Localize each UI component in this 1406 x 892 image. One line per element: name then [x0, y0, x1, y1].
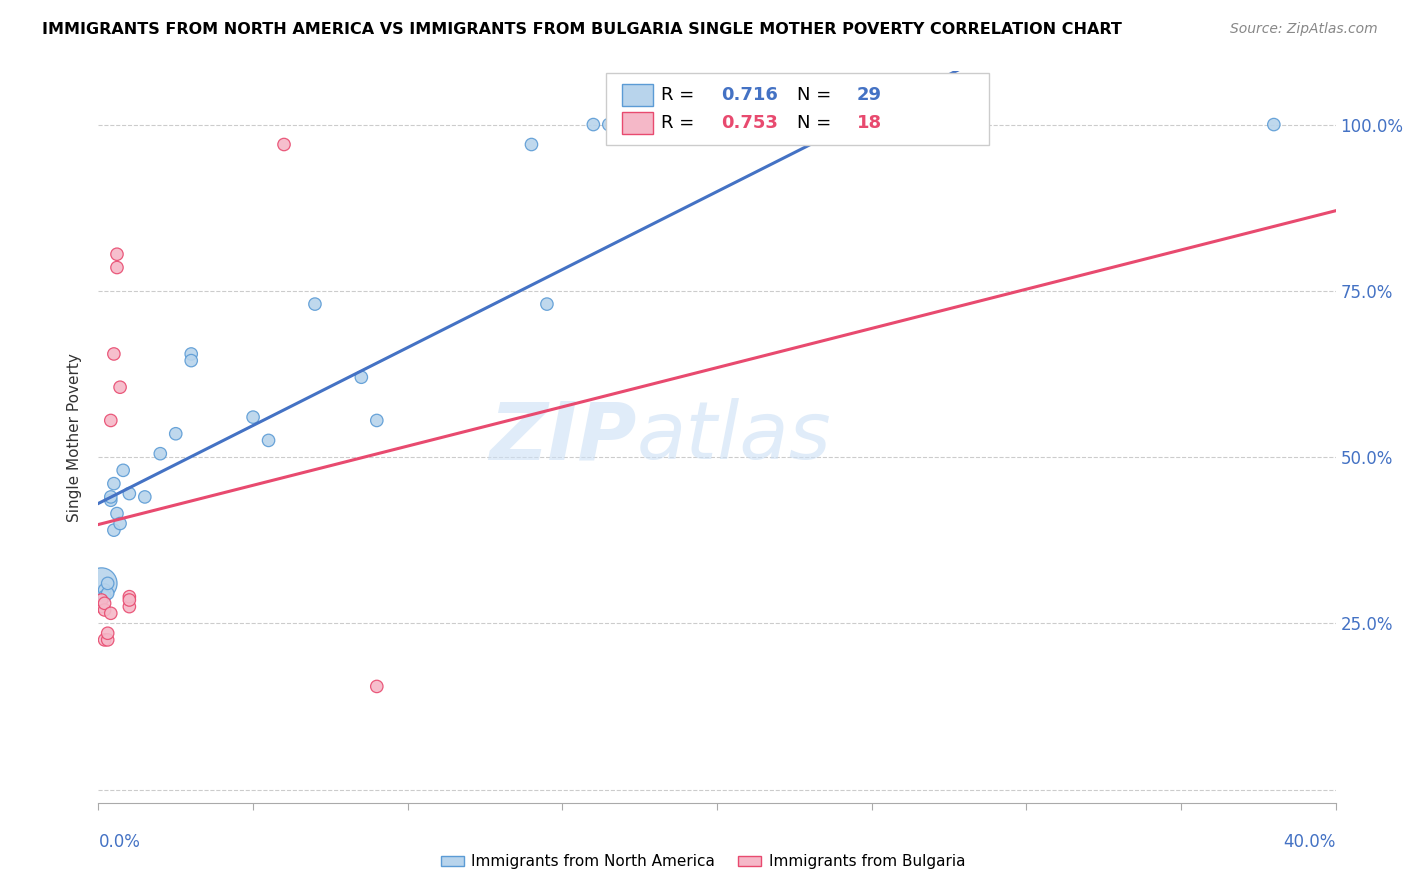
Point	[112, 463, 135, 477]
Text: 0.716: 0.716	[721, 86, 778, 103]
Point	[613, 118, 636, 132]
Point	[180, 347, 202, 361]
Point	[273, 137, 295, 152]
FancyBboxPatch shape	[621, 112, 652, 134]
Legend: Immigrants from North America, Immigrants from Bulgaria: Immigrants from North America, Immigrant…	[434, 848, 972, 875]
Point	[105, 247, 128, 261]
Point	[257, 434, 280, 448]
Y-axis label: Single Mother Poverty: Single Mother Poverty	[67, 352, 83, 522]
Point	[97, 586, 120, 600]
Point	[100, 493, 122, 508]
Point	[105, 260, 128, 275]
Point	[149, 447, 172, 461]
Text: 40.0%: 40.0%	[1284, 833, 1336, 851]
Point	[366, 680, 388, 694]
Point	[97, 576, 120, 591]
Text: N =: N =	[797, 113, 838, 131]
Point	[242, 410, 264, 425]
Point	[100, 607, 122, 621]
Text: 0.0%: 0.0%	[98, 833, 141, 851]
Text: N =: N =	[797, 86, 838, 103]
Point	[118, 593, 141, 607]
Text: atlas: atlas	[637, 398, 831, 476]
Point	[93, 590, 115, 604]
Point	[1263, 118, 1285, 132]
Point	[304, 297, 326, 311]
Point	[108, 380, 131, 394]
Text: R =: R =	[661, 113, 700, 131]
Text: ZIP: ZIP	[489, 398, 637, 476]
Point	[93, 596, 115, 610]
Point	[93, 603, 115, 617]
Text: 18: 18	[856, 113, 882, 131]
Point	[90, 599, 112, 614]
Point	[97, 632, 120, 647]
Point	[100, 413, 122, 427]
Point	[108, 516, 131, 531]
Text: IMMIGRANTS FROM NORTH AMERICA VS IMMIGRANTS FROM BULGARIA SINGLE MOTHER POVERTY : IMMIGRANTS FROM NORTH AMERICA VS IMMIGRA…	[42, 22, 1122, 37]
Point	[366, 413, 388, 427]
Point	[118, 590, 141, 604]
Point	[93, 632, 115, 647]
Point	[105, 507, 128, 521]
Point	[90, 593, 112, 607]
Point	[134, 490, 156, 504]
Text: 29: 29	[856, 86, 882, 103]
Point	[93, 582, 115, 597]
Point	[100, 490, 122, 504]
Point	[97, 626, 120, 640]
Text: 0.753: 0.753	[721, 113, 778, 131]
FancyBboxPatch shape	[606, 73, 990, 145]
Point	[90, 576, 112, 591]
FancyBboxPatch shape	[621, 84, 652, 106]
Point	[180, 353, 202, 368]
Point	[118, 486, 141, 500]
Text: Source: ZipAtlas.com: Source: ZipAtlas.com	[1230, 22, 1378, 37]
Point	[118, 599, 141, 614]
Point	[350, 370, 373, 384]
Point	[582, 118, 605, 132]
Point	[598, 118, 620, 132]
Text: R =: R =	[661, 86, 700, 103]
Point	[103, 476, 125, 491]
Point	[103, 347, 125, 361]
Point	[103, 523, 125, 537]
Point	[520, 137, 543, 152]
Point	[165, 426, 187, 441]
Point	[536, 297, 558, 311]
